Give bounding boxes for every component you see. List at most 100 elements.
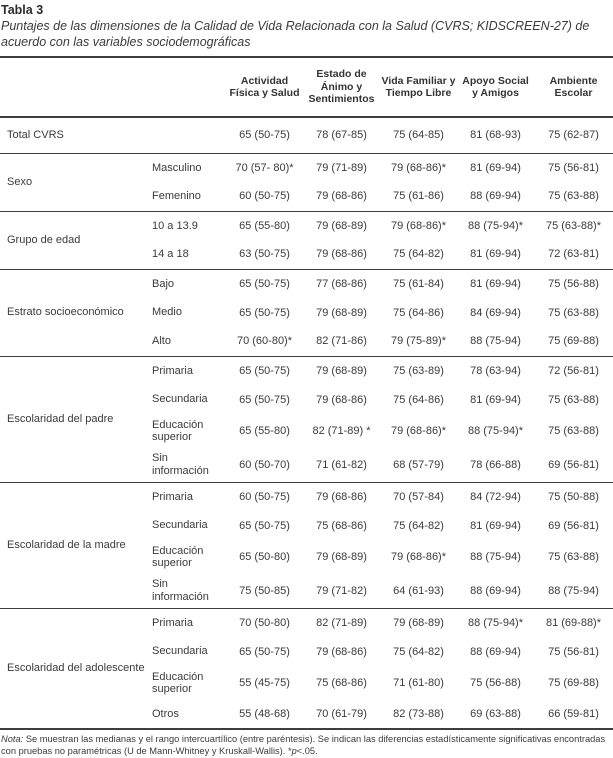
value-cell: 81 (69-94) [470,519,521,532]
value-cell: 65 (50-75) [239,645,290,658]
column-header: Estado de Ánimo y Sentimientos [308,68,375,106]
value-cell: 79 (71-82) [316,584,367,597]
value-cell: 65 (55-80) [239,425,290,437]
table-row: Educación superior 65 (50-80) 79 (68-89) 79… [0,540,613,574]
value-cell: 70 (57-84) [393,490,444,503]
note-sig-p: p [291,745,297,756]
table-row: Otros 55 (48-68) 70 (61-79) 82 (73-88) 69 (6… [0,700,613,729]
variable-cell: Estrato socioeconómico [7,306,124,318]
value-cell: 72 (56-81) [548,364,599,377]
table-row: Secundaria 65 (50-75) 75 (68-86) 75 (64-82)… [0,511,613,540]
value-cell: 66 (59-81) [548,708,599,720]
value-cell: 79 (68-89) [316,364,367,377]
value-cell: 75 (50-85) [239,584,290,597]
category-cell: 14 a 18 [152,248,189,260]
value-cell: 82 (71-86) [316,335,367,348]
table-row: Escolaridad del padre Primaria 65 (50-75) 7… [0,356,613,425]
value-cell: 64 (61-93) [393,584,444,597]
value-cell: 79 (68-89) [393,616,444,629]
value-cell: 79 (68-86) [316,190,367,203]
value-cell: 75 (64-86) [393,306,444,319]
value-cell: 79 (68-89) [316,306,367,319]
value-cell: 75 (63-88) [548,190,599,203]
header-category-spacer [148,57,226,117]
table-row: Total CVRS 65 (50-75) 78 (67-85) 75 (64-85)… [0,117,613,153]
variable-cell: Escolaridad del padre [7,412,114,425]
value-cell: 75 (64-86) [393,393,444,406]
category-cell: Otros [152,707,179,720]
category-cell: Primaria [152,364,193,377]
value-cell: 84 (69-94) [470,306,521,319]
value-cell: 75 (63-88) [548,393,599,406]
value-cell: 60 (50-75) [239,190,290,203]
value-cell: 75 (61-84) [393,277,444,290]
value-cell: 79 (68-89) [316,219,367,232]
value-cell: 81 (69-94) [470,393,521,406]
value-cell: 78 (67-85) [316,129,367,142]
category-cell: 10 a 13.9 [152,219,198,232]
value-cell: 68 (57-79) [393,458,444,471]
table-row: Alto 70 (60-80)* 82 (71-86) 79 (75-89)* 88 (… [0,327,613,356]
value-cell: 55 (45-75) [239,677,290,689]
value-cell: 70 (50-80) [239,616,290,629]
value-cell: 65 (50-75) [239,277,290,290]
table-title: Puntajes de las dimensiones de la Calida… [1,19,590,49]
category-cell: Secundaria [152,519,208,532]
category-cell: Medio [152,306,182,319]
value-cell: 82 (71-89) [316,616,367,629]
value-cell: 71 (61-80) [393,677,444,689]
value-cell: 75 (64-82) [393,519,444,532]
category-cell: Primaria [152,616,193,629]
category-cell: Sin información [152,578,209,603]
value-cell: 75 (64-85) [393,129,444,142]
note-body: Se muestran las medianas y el rango inte… [1,734,606,756]
table-row: Femenino 60 (50-75) 79 (68-86) 75 (61-86) 88… [0,182,613,211]
value-cell: 70 (57- 80)* [235,161,294,174]
category-cell: Alto [152,335,171,347]
value-cell: 75 (64-82) [393,248,444,261]
note-sig-star: * [287,745,292,756]
value-cell: 81 (69-94) [470,248,521,261]
value-cell: 75 (56-81) [548,645,599,658]
value-cell: 75 (61-86) [393,190,444,203]
value-cell: 65 (50-75) [239,129,290,142]
value-cell: 75 (69-88) [548,335,599,348]
table-row: Grupo de edad 10 a 13.9 65 (55-80) 79 (68-8… [0,211,613,246]
value-cell: 81 (69-88)* [545,616,602,629]
header-row: Actividad Física y Salud Estado de Ánimo … [0,57,613,117]
value-cell: 88 (69-94) [470,584,521,597]
value-cell: 81 (69-94) [470,161,521,174]
value-cell: 77 (68-86) [316,277,367,290]
category-cell [148,117,226,153]
column-header: Ambiente Escolar [549,74,598,100]
table-row: Medio 65 (50-75) 79 (68-89) 75 (64-86) 84 (6… [0,298,613,327]
table-row: Educación superior 65 (55-80) 82 (71-89) *… [0,414,613,448]
value-cell: 82 (71-89) * [312,425,371,437]
value-cell: 75 (63-88) [548,306,599,319]
table-caption: Tabla 3 Puntajes de las dimensiones de l… [0,3,613,56]
table-row: Sin información 75 (50-85) 79 (71-82) 64 (6… [0,574,613,608]
category-cell: Femenino [152,190,201,202]
value-cell: 75 (68-86) [316,677,367,689]
value-cell: 88 (75-94)* [467,219,524,232]
note-label: Nota: [1,734,24,744]
value-cell: 88 (69-94) [470,190,521,203]
value-cell: 79 (68-86)* [390,219,447,232]
value-cell: 88 (75-94) [470,551,521,563]
value-cell: 69 (56-81) [548,458,599,471]
column-header: Actividad Física y Salud [229,74,300,100]
table-row: Secundaria 65 (50-75) 79 (68-86) 75 (64-82)… [0,637,613,666]
value-cell: 79 (68-86)* [390,161,447,174]
table-row: Sexo Masculino 70 (57- 80)* 79 (71-89) 79 (6… [0,153,613,188]
value-cell: 79 (75-89)* [390,335,447,348]
value-cell: 79 (68-86) [316,645,367,658]
value-cell: 69 (63-88) [470,708,521,720]
category-cell: Educación superior [152,544,204,570]
variable-cell: Escolaridad del adolescente [7,661,145,674]
value-cell: 75 (63-88) [548,425,599,437]
value-cell: 88 (75-94)* [467,425,524,437]
value-cell: 79 (68-86)* [390,425,447,437]
variable-cell: Sexo [7,175,33,188]
table-head: Actividad Física y Salud Estado de Ánimo … [0,57,613,117]
